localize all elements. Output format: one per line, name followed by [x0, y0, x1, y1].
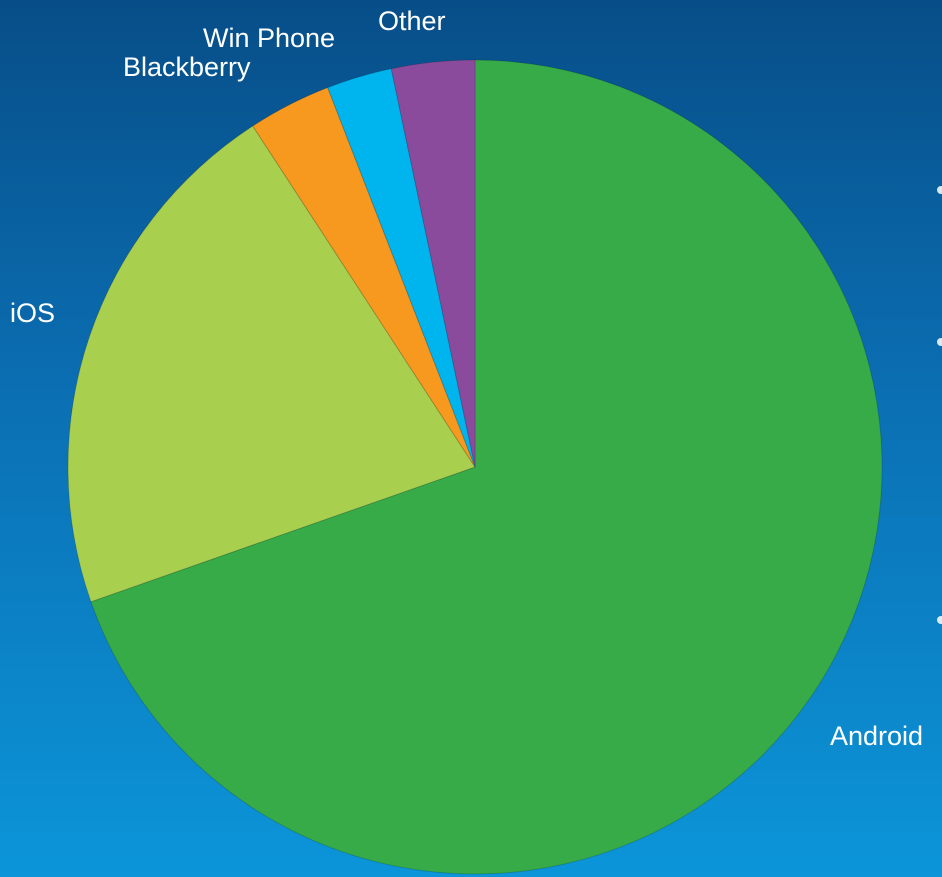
pie-slice-android [90, 59, 883, 875]
slide-bullets [937, 186, 942, 624]
bullet-dot [937, 186, 942, 194]
pie-slice-other [390, 59, 476, 468]
slice-label-other: Other [378, 6, 446, 36]
bullet-dot [937, 338, 942, 346]
pie-slice-blackberry [252, 86, 476, 468]
bullet-dot [937, 616, 942, 624]
slice-label-win-phone: Win Phone [203, 23, 335, 53]
slice-label-ios: iOS [10, 298, 55, 328]
pie-slice-win-phone [327, 68, 476, 468]
pie-slice-ios [67, 125, 476, 603]
slice-label-blackberry: Blackberry [123, 52, 251, 82]
pie-slices [67, 59, 883, 875]
pie-labels: Android iOS Blackberry Win Phone Other [10, 6, 923, 751]
slice-label-android: Android [830, 721, 923, 751]
